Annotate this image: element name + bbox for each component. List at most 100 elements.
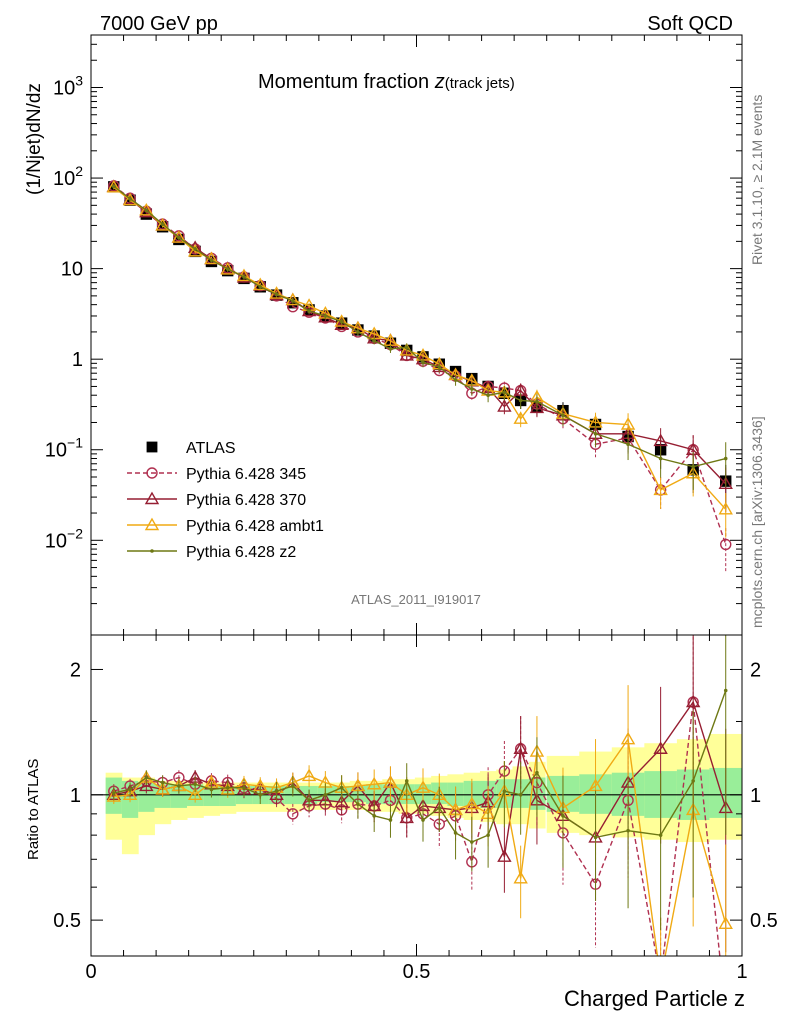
ratio-series-2-point	[122, 787, 138, 800]
ratio-series-0-point	[656, 975, 666, 985]
ratio-series-3-point	[339, 785, 344, 790]
legend-marker	[146, 467, 158, 479]
ratio-series-3-point	[593, 835, 598, 840]
legend-item: ATLAS	[146, 440, 236, 457]
ratio-series-2-point	[366, 776, 382, 790]
ratio-series-1-point	[139, 778, 154, 792]
title-variable-text: z	[434, 71, 445, 93]
series-2-point	[497, 399, 512, 412]
ratio-series-3-point	[128, 787, 132, 792]
ratio-series-3-point	[144, 775, 149, 780]
series-3-point	[122, 192, 138, 206]
ratio-series-3-point	[388, 818, 393, 822]
header-right-label: Soft QCD	[647, 13, 733, 35]
series-4-point	[388, 347, 393, 351]
analysis-id-label: ATLAS_2011_I919017	[351, 592, 481, 607]
ratio-series-3-point	[518, 792, 523, 797]
series-1-point	[189, 243, 201, 255]
series-2-point	[139, 204, 154, 218]
ratio-series-3-point	[437, 806, 442, 810]
series-2-point	[718, 476, 733, 490]
ratio-series-1-point	[685, 694, 701, 708]
legend-marker	[144, 517, 160, 531]
ratio-y-ticks: 0.5 0.5 1 1 2 2	[53, 659, 778, 932]
ratio-series-2-point	[588, 778, 603, 792]
series-4-point	[535, 399, 539, 404]
series-2-point	[236, 269, 252, 283]
y-tick-exponent: 3	[75, 73, 83, 89]
series-4-point	[144, 208, 149, 213]
series-3-line	[113, 186, 727, 510]
ratio-series-1-point	[653, 741, 668, 754]
series-4-point	[242, 275, 246, 279]
ratio-series-2-point	[718, 916, 733, 929]
ratio-series-3-point	[404, 779, 409, 783]
ratio-series-3-point	[209, 787, 214, 792]
series-4-point	[323, 314, 328, 318]
ratio-series-2-point	[350, 778, 366, 792]
ratio-data-marks	[106, 635, 733, 985]
ratio-series-1-point	[399, 810, 414, 824]
series-4-point	[274, 292, 279, 297]
main-y-axis-label: (1/Njet)dN/dz	[24, 83, 45, 195]
legend-label: Pythia 6.428 370	[186, 492, 306, 509]
x-tick-label: 1	[736, 961, 747, 983]
series-4-point	[356, 330, 360, 334]
ratio-series-2-point	[620, 731, 636, 745]
ratio-series-0-point	[287, 808, 299, 820]
y-tick-exponent: 2	[75, 163, 83, 179]
ratio-series-3-point	[160, 780, 165, 785]
ratio-series-3-point	[421, 818, 425, 822]
series-4-point	[691, 464, 695, 469]
series-4-point	[626, 442, 630, 447]
series-4-point	[193, 247, 197, 251]
legend-item: Pythia 6.428 370	[127, 491, 306, 509]
y-tick-base: 10	[53, 168, 75, 190]
series-4	[111, 184, 728, 490]
y-tick-base: 10	[45, 440, 67, 462]
x-axis-label: Charged Particle z	[564, 986, 745, 1011]
series-4-point	[291, 299, 295, 303]
series-2	[106, 179, 733, 513]
ratio-series-2-point	[655, 974, 667, 985]
ratio-series-3-point	[561, 814, 565, 818]
ratio-y-tick-label-right: 0.5	[750, 910, 778, 932]
ratio-y-tick-label-left: 0.5	[53, 910, 81, 932]
ratio-series-3-point	[658, 833, 663, 837]
legend-label: Pythia 6.428 z2	[186, 544, 296, 561]
series-3-point	[106, 179, 121, 193]
series-4-point	[421, 360, 425, 365]
y-tick-label: 103	[53, 73, 83, 100]
series-3-point	[718, 501, 733, 515]
y-tick-base: 10	[53, 78, 75, 100]
y-tick-label: 10−2	[45, 525, 83, 552]
ratio-series-3-point	[470, 840, 474, 844]
ratio-uncertainty-bands	[105, 733, 742, 855]
legend-marker	[144, 491, 160, 505]
ratio-series-2-point	[187, 787, 203, 800]
series-4-point	[177, 235, 181, 240]
series-4-point	[372, 338, 376, 343]
y-tick-label: 102	[53, 163, 83, 190]
ratio-series-3-point	[323, 792, 328, 797]
ratio-series-3-point	[307, 798, 311, 803]
ratio-series-3-point	[258, 792, 263, 797]
ratio-series-2-point	[415, 780, 431, 793]
ratio-series-3-point	[274, 789, 279, 794]
ratio-series-2-point	[106, 789, 121, 802]
legend-marker	[146, 441, 158, 453]
ratio-series-3-point	[372, 814, 376, 818]
series-3-point	[171, 230, 187, 243]
ratio-series-3-point	[535, 770, 539, 775]
series-3-point	[220, 262, 235, 275]
ratio-series-3-point	[723, 688, 728, 693]
legend-label: Pythia 6.428 ambt1	[186, 518, 324, 535]
legend: ATLAS Pythia 6.428 345 Pythia 6.428 370 Pyt…	[127, 440, 324, 561]
series-4-point	[502, 390, 507, 395]
ratio-series-2-point	[464, 796, 480, 810]
ratio-series-3-point	[291, 784, 295, 788]
ratio-series-3-point	[626, 828, 630, 833]
ratio-series-3-point	[193, 782, 197, 787]
